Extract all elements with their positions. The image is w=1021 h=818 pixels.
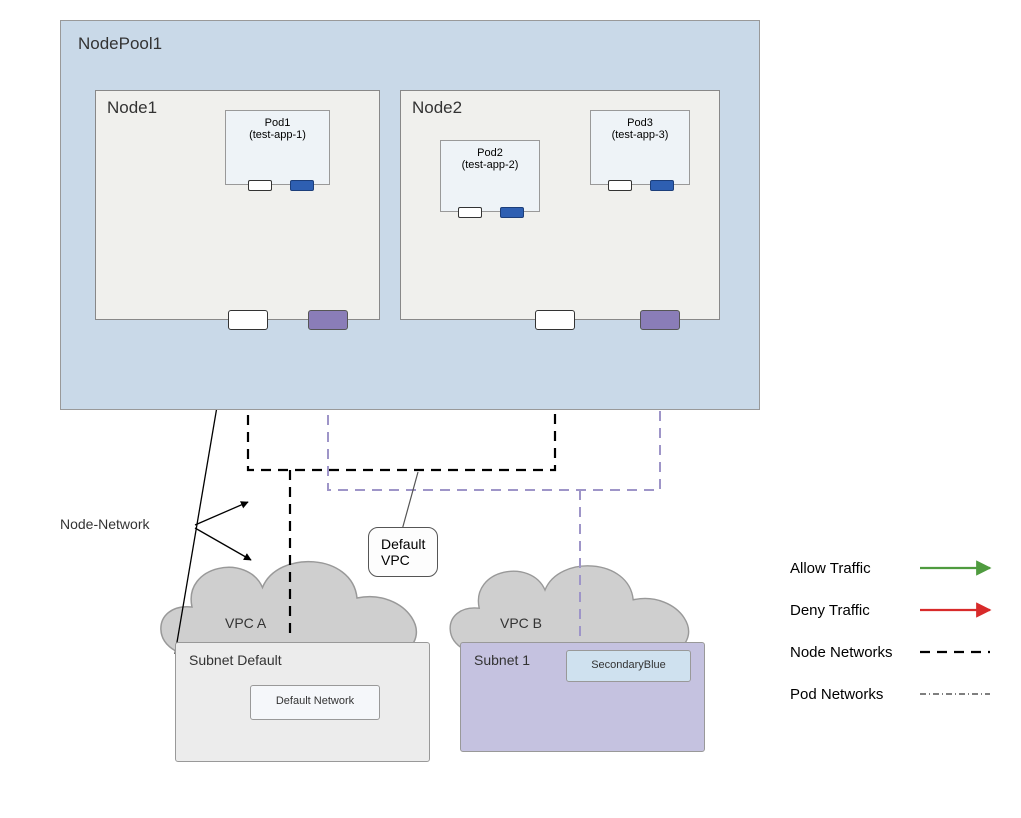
node-network-label: Node-Network (60, 516, 149, 532)
pod1-title: Pod1 (226, 117, 329, 129)
node1-nic-white (228, 310, 268, 330)
node2-nic-white (535, 310, 575, 330)
default-vpc-callout: Default VPC (368, 527, 438, 577)
pod2-title: Pod2 (441, 147, 539, 159)
legend-node-net: Node Networks (790, 644, 893, 661)
pod1-sub: (test-app-1) (226, 129, 329, 141)
pod2-sub: (test-app-2) (441, 159, 539, 171)
pod1-box: Pod1 (test-app-1) (225, 110, 330, 185)
pod2-port-white (458, 207, 482, 218)
legend-deny: Deny Traffic (790, 602, 870, 619)
node1-nic-purple (308, 310, 348, 330)
vpcb-label: VPC B (500, 615, 542, 631)
pod1-port-blue (290, 180, 314, 191)
subnet-default-label: Subnet Default (189, 652, 282, 668)
secondary-blue-label: SecondaryBlue (566, 659, 691, 671)
subnet1-label: Subnet 1 (474, 652, 530, 668)
pod3-sub: (test-app-3) (591, 129, 689, 141)
pod2-box: Pod2 (test-app-2) (440, 140, 540, 212)
node2-label: Node2 (412, 98, 462, 118)
pod3-title: Pod3 (591, 117, 689, 129)
default-network-label: Default Network (250, 695, 380, 707)
legend-pod-net: Pod Networks (790, 686, 883, 703)
nodepool-label: NodePool1 (78, 34, 162, 54)
pod3-box: Pod3 (test-app-3) (590, 110, 690, 185)
node1-label: Node1 (107, 98, 157, 118)
node2-nic-purple (640, 310, 680, 330)
legend-allow: Allow Traffic (790, 560, 871, 577)
vpca-label: VPC A (225, 615, 266, 631)
pod1-port-white (248, 180, 272, 191)
pod3-port-white (608, 180, 632, 191)
pod3-port-blue (650, 180, 674, 191)
pod2-port-blue (500, 207, 524, 218)
